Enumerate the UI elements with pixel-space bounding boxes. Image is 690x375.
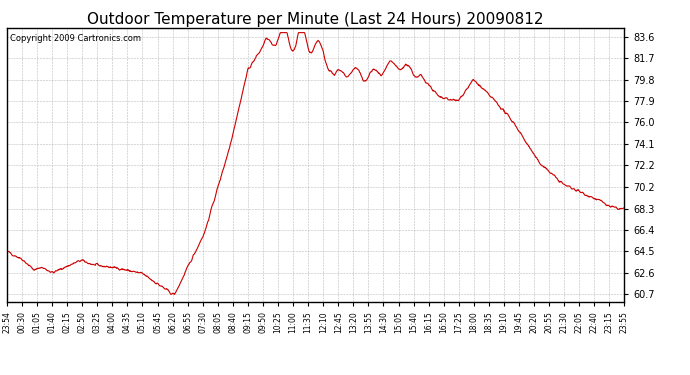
Text: Copyright 2009 Cartronics.com: Copyright 2009 Cartronics.com	[10, 34, 141, 43]
Title: Outdoor Temperature per Minute (Last 24 Hours) 20090812: Outdoor Temperature per Minute (Last 24 …	[88, 12, 544, 27]
